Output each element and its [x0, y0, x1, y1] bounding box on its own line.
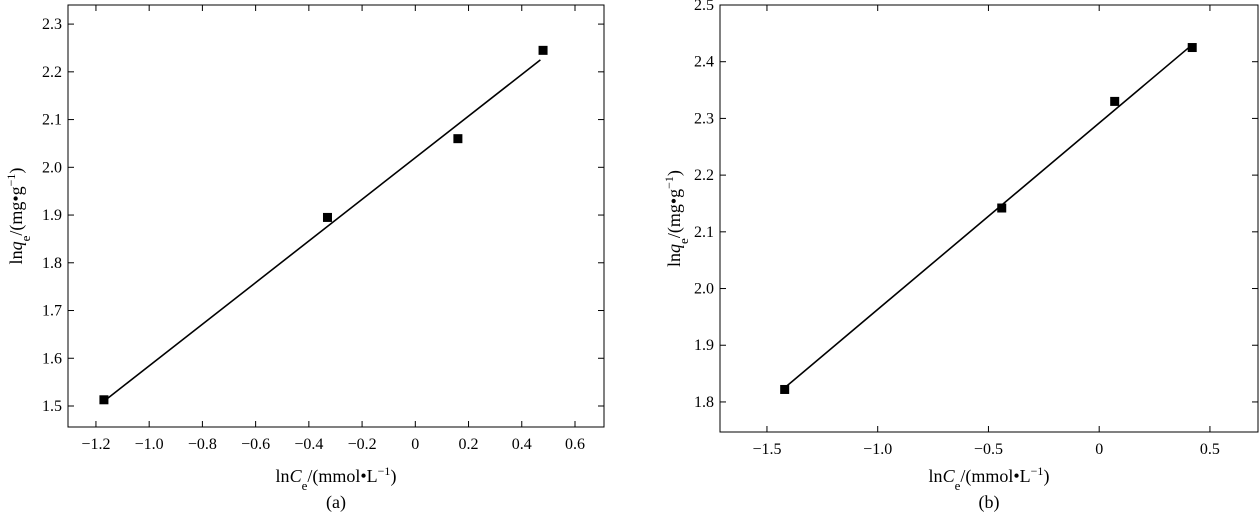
y-tick-label: 1.8	[694, 394, 714, 411]
y-tick-label: 2.3	[42, 16, 62, 33]
label-part: C	[943, 466, 956, 486]
y-tick-label: 1.6	[42, 350, 62, 367]
y-tick-label: 2.3	[694, 110, 714, 127]
fit-line	[103, 59, 541, 402]
y-tick-label: 2.0	[694, 281, 714, 298]
label-part: ln	[276, 466, 290, 486]
label-part: ln	[6, 250, 26, 264]
x-tick-label: 0	[1095, 441, 1103, 458]
y-tick-label: 2.0	[42, 159, 62, 176]
label-part: −1	[662, 176, 676, 189]
label-part: −1	[1031, 464, 1044, 478]
label-part: C	[290, 466, 303, 486]
label-part: q	[6, 241, 26, 250]
x-tick-label: 0	[411, 436, 419, 453]
label-part: e	[676, 238, 691, 244]
label-part: )	[6, 168, 27, 174]
data-point	[997, 203, 1007, 213]
y-axis-label: lnqe/(mg•g−1)	[4, 168, 33, 265]
x-tick-label: −1.5	[752, 441, 781, 458]
plot-frame	[719, 4, 1259, 433]
y-tick-label: 1.8	[42, 255, 62, 272]
data-point	[453, 134, 463, 144]
label-part: −1	[4, 174, 18, 187]
x-tick-label: 0.2	[459, 436, 479, 453]
x-tick-label: −0.8	[188, 436, 217, 453]
y-tick-label: 1.9	[42, 207, 62, 224]
x-tick-label: −0.5	[974, 441, 1003, 458]
x-tick-label: −1.2	[81, 436, 110, 453]
plot-frame	[67, 4, 605, 428]
y-tick-label: 1.5	[42, 398, 62, 415]
x-tick-label: 0.4	[512, 436, 532, 453]
label-part: )	[390, 466, 396, 487]
x-tick-label: −1.0	[863, 441, 892, 458]
data-point	[1187, 43, 1197, 53]
x-tick-label: −0.6	[241, 436, 270, 453]
label-part: e	[955, 478, 961, 493]
label-part: /(mmol•L	[960, 466, 1030, 487]
x-axis-label: lnCe/(mmol•L−1)	[276, 464, 397, 493]
label-part: e	[302, 478, 308, 493]
caption: (b)	[979, 492, 1000, 513]
x-tick-label: −0.4	[294, 436, 323, 453]
y-tick-label: 2.1	[694, 224, 714, 241]
y-tick-label: 2.5	[694, 0, 714, 14]
label-part: −1	[378, 464, 391, 478]
x-tick-label: −1.0	[135, 436, 164, 453]
data-point	[538, 45, 548, 55]
label-part: /(mmol•L	[307, 466, 377, 487]
label-part: ln	[664, 253, 684, 267]
y-tick-label: 1.7	[42, 303, 62, 320]
y-tick-label: 2.2	[694, 167, 714, 184]
data-point	[1110, 96, 1120, 106]
x-axis-label: lnCe/(mmol•L−1)	[929, 464, 1050, 493]
data-point	[322, 212, 332, 222]
label-part: /(mg•g	[664, 189, 685, 238]
label-part: e	[18, 235, 33, 241]
y-tick-label: 2.2	[42, 64, 62, 81]
data-point	[780, 384, 790, 394]
y-tick-label: 1.9	[694, 337, 714, 354]
label-part: )	[664, 170, 685, 176]
data-point	[99, 395, 109, 405]
caption: (a)	[326, 492, 346, 513]
y-tick-label: 2.1	[42, 112, 62, 129]
fit-line	[784, 44, 1193, 389]
y-tick-label: 2.4	[694, 54, 714, 71]
x-tick-label: −0.2	[348, 436, 377, 453]
label-part: ln	[929, 466, 943, 486]
label-part: )	[1043, 466, 1049, 487]
x-tick-label: 0.6	[565, 436, 585, 453]
x-tick-label: 0.5	[1200, 441, 1220, 458]
y-axis-label: lnqe/(mg•g−1)	[662, 170, 691, 267]
label-part: q	[664, 244, 684, 253]
label-part: /(mg•g	[6, 186, 27, 235]
